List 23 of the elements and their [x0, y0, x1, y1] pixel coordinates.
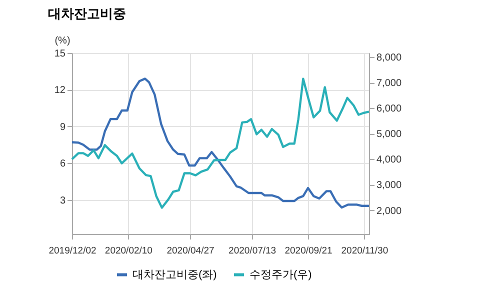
y2-tick-label: 5,000 [376, 129, 402, 140]
x-tick-label: 2019/12/02 [48, 246, 96, 256]
legend-label: 수정주가(우) [250, 268, 312, 281]
y-tick-label: 9 [60, 122, 66, 133]
x-tick-label: 2020/09/21 [284, 246, 332, 256]
y2-tick-label: 4,000 [376, 154, 402, 166]
legend-label: 대차잔고비중(좌) [132, 268, 217, 281]
x-tick-label: 2020/04/27 [166, 246, 214, 256]
y2-tick-label: 3,000 [376, 180, 402, 192]
y-tick-label: 15 [54, 48, 66, 60]
chart-title: 대차잔고비중 [48, 6, 126, 21]
y2-tick-label: 8,000 [376, 52, 402, 64]
y-axis-title: (%) [54, 36, 70, 46]
x-tick-label: 2020/07/13 [228, 246, 276, 256]
y-tick-label: 12 [54, 85, 66, 96]
x-tick-label: 2020/02/10 [104, 246, 152, 256]
y2-tick-label: 2,000 [376, 206, 402, 217]
x-tick-label: 2020/11/30 [341, 246, 388, 256]
y-tick-label: 6 [60, 158, 66, 170]
line-series [70, 78, 370, 209]
y2-tick-label: 6,000 [376, 104, 402, 115]
y-tick-label: 3 [60, 195, 66, 206]
y2-tick-label: 7,000 [376, 78, 402, 90]
